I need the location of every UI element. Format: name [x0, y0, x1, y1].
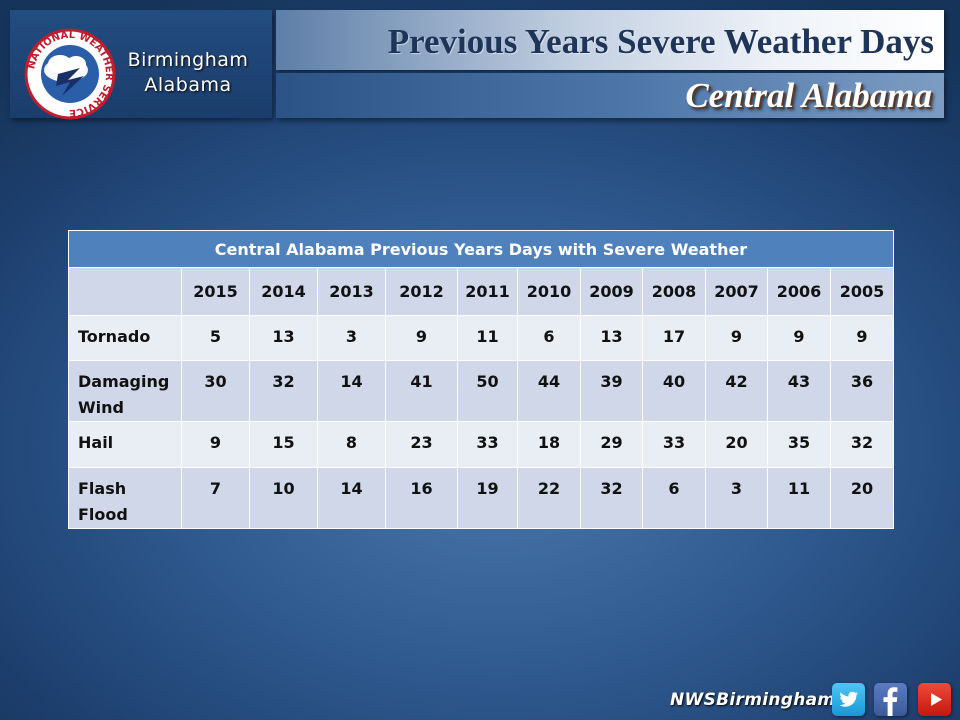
- year-header: 2014: [249, 267, 318, 316]
- youtube-icon[interactable]: [918, 683, 951, 716]
- table-cell: 19: [457, 467, 518, 529]
- row-label: Flash Flood: [68, 467, 182, 529]
- table-corner-cell: [68, 267, 182, 316]
- table-cell: 13: [580, 315, 643, 361]
- table-row: Flash Flood 7 10 14 16 19 22 32 6 3 11 20: [68, 467, 894, 529]
- table-cell: 11: [767, 467, 831, 529]
- table-cell: 50: [457, 360, 518, 422]
- table-cell: 22: [517, 467, 581, 529]
- table-cell: 6: [517, 315, 581, 361]
- table-cell: 9: [767, 315, 831, 361]
- table-cell: 35: [767, 421, 831, 468]
- year-header: 2005: [830, 267, 894, 316]
- table-cell: 8: [317, 421, 386, 468]
- page-subtitle: Central Alabama: [685, 76, 932, 115]
- table-row: Hail 9 15 8 23 33 18 29 33 20 35 32: [68, 421, 894, 468]
- table-cell: 9: [830, 315, 894, 361]
- table-cell: 33: [642, 421, 706, 468]
- table-cell: 14: [317, 360, 386, 422]
- table-row: Tornado 5 13 3 9 11 6 13 17 9 9 9: [68, 315, 894, 361]
- table-cell: 17: [642, 315, 706, 361]
- year-header: 2008: [642, 267, 706, 316]
- severe-weather-table: Central Alabama Previous Years Days with…: [68, 230, 894, 529]
- twitter-icon[interactable]: [832, 683, 865, 716]
- office-name-state: Alabama: [144, 74, 232, 96]
- table-cell: 30: [181, 360, 250, 422]
- table-cell: 41: [385, 360, 458, 422]
- table-cell: 6: [642, 467, 706, 529]
- nws-logo: NATIONAL WEATHER SERVICE: [24, 28, 116, 120]
- page-title: Previous Years Severe Weather Days: [387, 22, 934, 61]
- table-cell: 43: [767, 360, 831, 422]
- table-cell: 32: [249, 360, 318, 422]
- table-cell: 11: [457, 315, 518, 361]
- table-cell: 39: [580, 360, 643, 422]
- social-handle: NWSBirmingham: [670, 690, 836, 710]
- title-bar: Previous Years Severe Weather Days: [276, 10, 944, 70]
- table-cell: 32: [830, 421, 894, 468]
- table-cell: 32: [580, 467, 643, 529]
- year-header: 2007: [705, 267, 768, 316]
- table-cell: 3: [705, 467, 768, 529]
- year-header: 2012: [385, 267, 458, 316]
- table-row: Damaging Wind 30 32 14 41 50 44 39 40 42 …: [68, 360, 894, 422]
- table-cell: 36: [830, 360, 894, 422]
- table-cell: 18: [517, 421, 581, 468]
- year-header: 2011: [457, 267, 518, 316]
- table-header-row: 2015 2014 2013 2012 2011 2010 2009 2008 …: [68, 267, 894, 316]
- row-label: Damaging Wind: [68, 360, 182, 422]
- table-cell: 3: [317, 315, 386, 361]
- table-cell: 40: [642, 360, 706, 422]
- table-cell: 44: [517, 360, 581, 422]
- year-header: 2010: [517, 267, 581, 316]
- table-cell: 10: [249, 467, 318, 529]
- table-cell: 9: [705, 315, 768, 361]
- table-caption: Central Alabama Previous Years Days with…: [68, 230, 894, 268]
- table-cell: 20: [705, 421, 768, 468]
- table-cell: 7: [181, 467, 250, 529]
- table-cell: 42: [705, 360, 768, 422]
- table-cell: 16: [385, 467, 458, 529]
- table-cell: 13: [249, 315, 318, 361]
- table-cell: 20: [830, 467, 894, 529]
- table-cell: 29: [580, 421, 643, 468]
- year-header: 2013: [317, 267, 386, 316]
- table-cell: 9: [385, 315, 458, 361]
- subtitle-bar: Central Alabama: [276, 73, 944, 118]
- table-cell: 9: [181, 421, 250, 468]
- row-label: Tornado: [68, 315, 182, 361]
- table-cell: 33: [457, 421, 518, 468]
- facebook-icon[interactable]: [874, 683, 907, 716]
- office-panel: NATIONAL WEATHER SERVICE Birmingham Alab…: [10, 10, 272, 120]
- year-header: 2006: [767, 267, 831, 316]
- table-cell: 5: [181, 315, 250, 361]
- office-name-city: Birmingham: [127, 49, 249, 71]
- year-header: 2015: [181, 267, 250, 316]
- table-cell: 23: [385, 421, 458, 468]
- office-name: Birmingham Alabama: [114, 48, 262, 98]
- year-header: 2009: [580, 267, 643, 316]
- row-label: Hail: [68, 421, 182, 468]
- table-cell: 14: [317, 467, 386, 529]
- table-cell: 15: [249, 421, 318, 468]
